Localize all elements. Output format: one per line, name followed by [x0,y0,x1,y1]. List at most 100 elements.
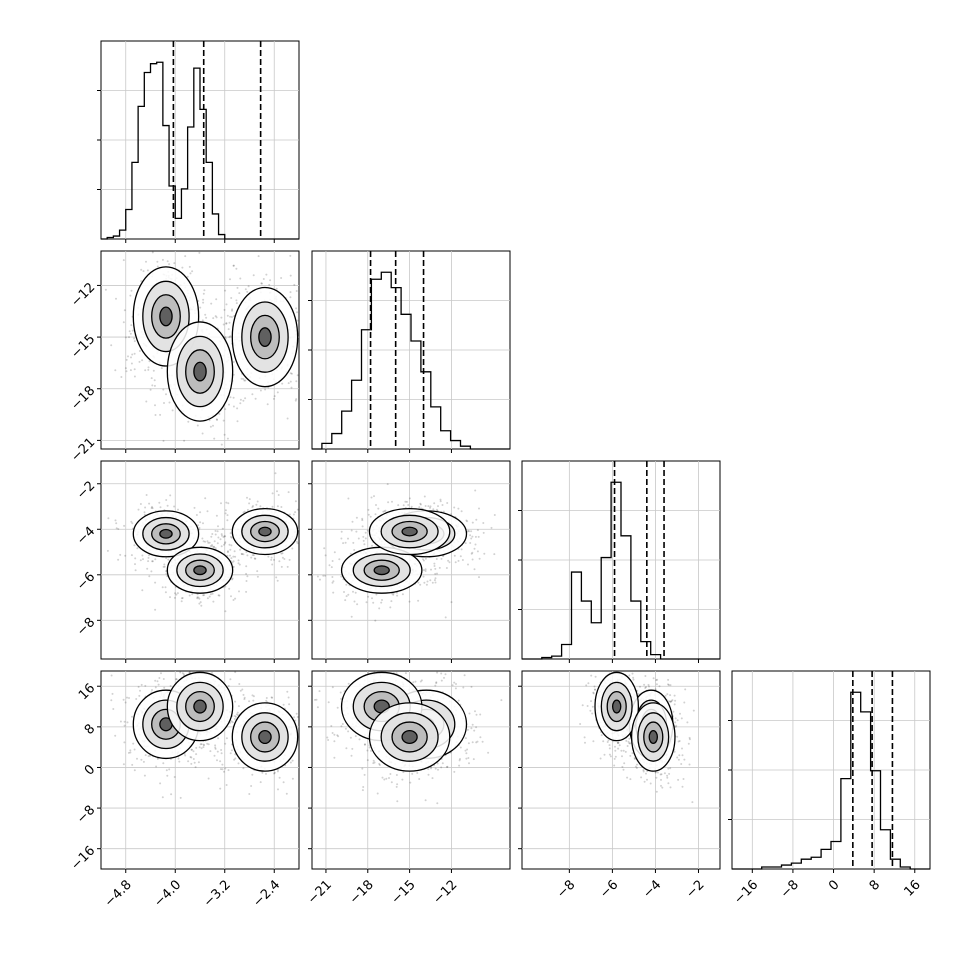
sample-point [226,514,229,517]
histogram-panel-1 [308,250,511,453]
sample-point [397,504,400,507]
sample-point [364,531,367,534]
sample-point [340,537,343,540]
sample-point [446,766,448,768]
sample-point [233,715,236,717]
sample-point [451,684,454,687]
sample-point [134,563,136,566]
sample-point [191,593,194,596]
sample-point [667,767,670,770]
sample-point [471,741,474,744]
sample-point [171,409,174,412]
sample-point [684,688,687,691]
sample-point [316,575,319,578]
sample-point [180,597,183,600]
sample-point [387,501,390,504]
density-contour [193,361,207,382]
sample-point [133,748,136,751]
sample-point [353,600,356,603]
sample-point [275,287,278,290]
sample-point [230,720,233,723]
sample-point [296,716,299,718]
sample-point [214,747,217,750]
sample-point [453,554,456,557]
sample-point [220,752,223,755]
scatter-panel-0-2 [97,460,300,663]
sample-point [163,686,166,689]
sample-point [434,581,437,584]
sample-point [247,285,250,288]
sample-point [282,781,285,784]
sample-point [250,556,253,559]
sample-point [134,569,137,572]
sample-point [322,574,325,577]
sample-point [408,497,411,500]
sample-point [592,740,595,743]
sample-point [240,552,243,555]
sample-point [140,683,143,686]
sample-point [199,521,202,524]
sample-point [430,568,432,571]
sample-point [614,749,617,752]
sample-point [144,369,147,372]
sample-point [245,551,248,553]
sample-point [166,774,169,777]
sample-point [221,763,224,766]
sample-point [196,597,199,600]
sample-point [242,767,245,770]
sample-point [133,544,136,547]
sample-point [345,595,348,598]
sample-point [347,593,350,596]
sample-point [208,541,211,544]
sample-point [666,774,669,777]
sample-point [245,580,248,582]
sample-point [144,754,147,757]
sample-point [417,599,420,602]
sample-point [422,569,425,572]
sample-point [347,537,349,540]
sample-point [117,558,120,561]
sample-point [469,542,472,544]
sample-point [234,700,237,703]
sample-point [273,558,275,561]
sample-point [282,703,285,706]
sample-point [202,540,205,543]
sample-point [404,672,407,675]
sample-point [278,776,281,779]
sample-point [269,279,272,282]
sample-point [457,507,460,510]
sample-point [278,560,281,563]
sample-point [349,736,352,739]
sample-point [110,344,113,347]
sample-point [453,681,456,684]
sample-point [265,697,268,699]
sample-point [221,527,224,530]
sample-point [424,570,427,572]
sample-point [259,781,262,784]
sample-point [246,575,249,578]
sample-point [232,264,235,267]
sample-point [473,547,476,550]
sample-point [144,684,147,687]
sample-point [608,753,611,756]
sample-point [436,802,439,805]
sample-point [333,740,336,743]
sample-point [161,586,164,589]
sample-point [602,740,605,743]
sample-point [211,592,214,595]
sample-point [199,306,202,309]
sample-point [209,425,212,428]
sample-point [440,557,443,560]
sample-point [656,771,659,774]
sample-point [419,503,422,506]
sample-point [224,512,227,515]
density-contour [258,526,272,537]
sample-point [475,726,478,729]
sample-point [465,519,468,522]
sample-point [280,565,283,568]
sample-point [165,393,167,396]
sample-point [475,518,478,521]
sample-point [225,737,228,740]
sample-point [324,554,327,557]
sample-point [354,735,357,738]
